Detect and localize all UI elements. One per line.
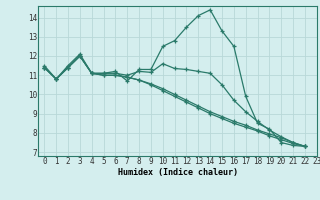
X-axis label: Humidex (Indice chaleur): Humidex (Indice chaleur) [118,168,238,177]
